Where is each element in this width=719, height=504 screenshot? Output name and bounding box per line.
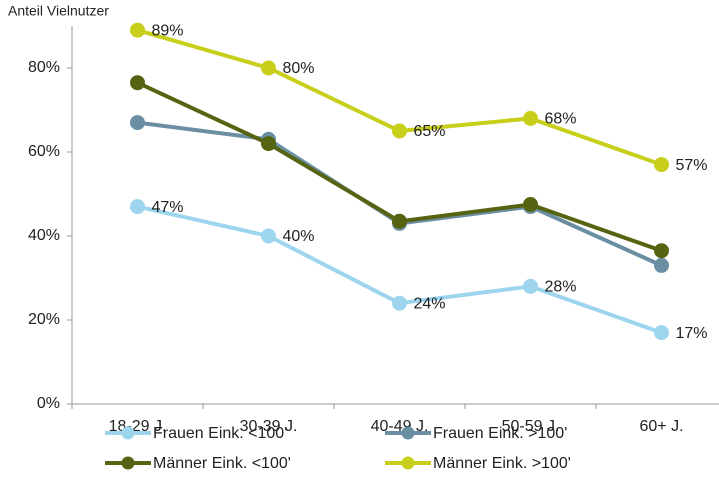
- y-tick-label: 0%: [37, 395, 60, 412]
- data-point: [654, 257, 669, 273]
- y-axis-label: Anteil Vielnutzer: [8, 3, 109, 19]
- data-label: 68%: [545, 111, 577, 128]
- data-label: 89%: [152, 22, 184, 39]
- data-point: [523, 110, 538, 126]
- data-point: [523, 197, 538, 212]
- legend-label: Männer Eink. <100': [153, 455, 291, 472]
- legend-label: Männer Eink. >100': [433, 455, 571, 472]
- x-tick-label: 50-59 J.: [502, 418, 560, 435]
- data-label: 65%: [414, 123, 446, 140]
- data-label: 40%: [283, 228, 315, 245]
- y-tick-label: 20%: [28, 311, 60, 328]
- y-tick-label: 60%: [28, 143, 60, 160]
- data-label: 28%: [545, 279, 577, 296]
- data-point: [654, 325, 669, 341]
- data-point: [392, 213, 407, 229]
- y-tick-label: 80%: [28, 59, 60, 76]
- legend-marker: [121, 456, 135, 470]
- data-point: [130, 115, 145, 131]
- data-point: [261, 228, 276, 244]
- data-label: 80%: [283, 60, 315, 77]
- data-label: 17%: [676, 325, 708, 342]
- data-point: [392, 123, 407, 139]
- x-tick-label: 60+ J.: [639, 418, 683, 435]
- series-line: [136, 28, 663, 167]
- legend-label: Frauen Eink. <100': [153, 425, 287, 442]
- data-point: [261, 136, 276, 152]
- x-tick-label: 30-39 J.: [240, 418, 298, 435]
- data-point: [392, 295, 407, 311]
- series-line: [137, 120, 663, 268]
- data-point: [130, 199, 145, 215]
- data-label: 24%: [414, 295, 446, 312]
- legend-marker: [401, 456, 415, 470]
- legend-marker: [401, 426, 415, 440]
- legend-marker: [121, 426, 135, 440]
- data-point: [261, 60, 276, 76]
- y-tick-label: 40%: [28, 227, 60, 244]
- data-label: 47%: [152, 199, 184, 216]
- data-point: [654, 157, 669, 173]
- data-point: [654, 243, 669, 259]
- legend-label: Frauen Eink. >100': [433, 425, 567, 442]
- data-point: [130, 22, 145, 38]
- data-point: [523, 278, 538, 294]
- data-point: [130, 75, 145, 91]
- data-label: 57%: [676, 157, 708, 174]
